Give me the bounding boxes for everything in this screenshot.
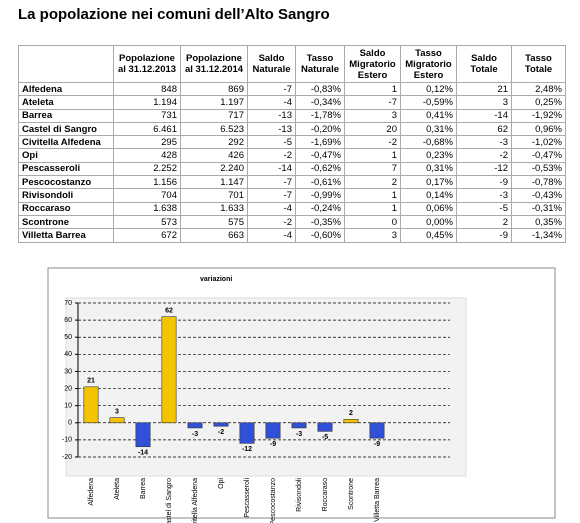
x-tick-label: Pescasseroli: [244, 478, 251, 518]
bar: [109, 417, 125, 424]
data-label: -2: [218, 429, 224, 436]
header-cell: Tasso Totale: [511, 45, 566, 83]
bar: [291, 422, 307, 429]
table-row: Alfedena 848 869 -7 -0,83% 1 0,12% 21 2,48%: [18, 81, 566, 97]
y-tick-label: 60: [64, 317, 72, 324]
header-cell: Tasso Migratorio Estero: [400, 45, 457, 83]
header-cell: [18, 45, 114, 83]
table-cell: 0,45%: [400, 228, 457, 243]
y-tick-label: 10: [64, 403, 72, 410]
data-label: -3: [296, 431, 302, 438]
x-tick-label: Pescocostanzo: [270, 478, 277, 523]
y-tick-label: 50: [64, 334, 72, 341]
table-cell: -4: [247, 228, 296, 243]
x-tick-label: Scontrone: [348, 478, 355, 510]
x-tick-label: Ateleta: [114, 478, 121, 500]
data-label: -3: [192, 431, 198, 438]
y-tick-label: -20: [62, 454, 72, 461]
x-tick-label: Castel di Sangro: [166, 478, 173, 523]
data-label: 62: [165, 308, 173, 315]
bar: [83, 386, 99, 424]
x-tick-label: Barrea: [140, 478, 147, 499]
table-cell: -9: [456, 228, 512, 243]
bar: [343, 419, 359, 424]
data-label: -9: [270, 441, 276, 448]
bar: [369, 422, 385, 439]
y-tick-label: 0: [68, 420, 72, 427]
bar: [135, 422, 151, 448]
plot-background: [65, 297, 467, 477]
bar: [239, 422, 255, 444]
page-title: La popolazione nei comuni dell’Alto Sang…: [18, 6, 330, 23]
table-cell: 3: [344, 228, 401, 243]
data-label: -9: [374, 441, 380, 448]
x-tick-label: Civitella Alfedena: [192, 478, 199, 523]
header-cell: Saldo Totale: [456, 45, 512, 83]
x-tick-label: Rivisondoli: [296, 478, 303, 512]
y-tick-label: 20: [64, 385, 72, 392]
y-tick-label: 30: [64, 368, 72, 375]
x-tick-label: Villetta Barrea: [374, 478, 381, 522]
bar: [265, 422, 281, 439]
data-label: -12: [242, 446, 252, 453]
data-label: 3: [115, 408, 119, 415]
bar: [161, 316, 177, 424]
bar: [187, 422, 203, 429]
bar: [213, 422, 229, 427]
x-tick-label: Opi: [218, 478, 225, 489]
x-tick-label: Alfedena: [88, 478, 95, 506]
table-row: Scontrone 573 575 -2 -0,35% 0 0,00% 2 0,35%: [18, 214, 566, 230]
x-tick-label: Roccaraso: [322, 478, 329, 512]
data-label: -5: [322, 434, 328, 441]
table-row: Barrea 731 717 -13 -1,78% 3 0,41% -14 -1,92%: [18, 108, 566, 123]
y-tick-label: -10: [62, 437, 72, 444]
table-row: Villetta Barrea 672 663 -4 -0,60% 3 0,45% -9 -1,…: [18, 228, 566, 243]
y-tick-label: 40: [64, 351, 72, 358]
data-label: 21: [87, 378, 95, 385]
header-row: Popolazione al 31.12.2013 Popolazione al …: [18, 45, 566, 83]
header-cell: Popolazione al 31.12.2013: [113, 45, 181, 83]
table: Popolazione al 31.12.2013 Popolazione al …: [18, 45, 566, 243]
table-row: Pescasseroli 2.252 2.240 -14 -0,62% 7 0,31% -12…: [18, 161, 566, 177]
bar: [317, 422, 333, 432]
header-cell: Popolazione al 31.12.2014: [180, 45, 248, 83]
data-label: -14: [138, 450, 148, 457]
chart-title: variazioni: [200, 276, 232, 283]
data-label: 2: [349, 410, 353, 417]
table-cell: -1,34%: [511, 228, 566, 243]
header-cell: Saldo Migratorio Estero: [344, 45, 401, 83]
y-tick-label: 70: [64, 300, 72, 307]
